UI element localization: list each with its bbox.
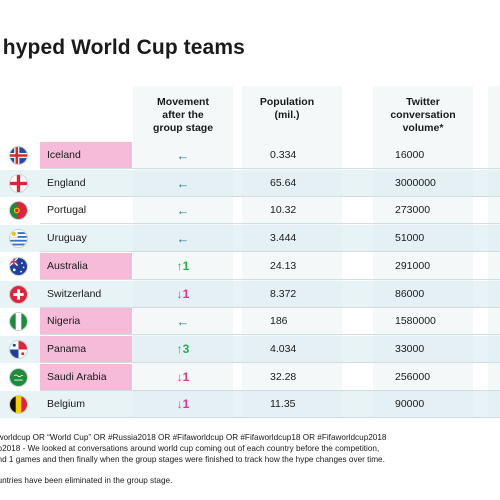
country-name: Belgium [47, 398, 85, 411]
country-name: England [47, 176, 86, 189]
movement-indicator: ← [176, 231, 190, 247]
nigeria-flag-icon [9, 312, 28, 332]
movement-indicator: ↑3 [176, 341, 190, 356]
twitter-volume-value: 1580000 [395, 315, 436, 328]
movement-indicator: ← [176, 175, 190, 191]
movement-indicator: ↑1 [176, 258, 190, 273]
twitter-volume-value: 86000 [395, 287, 425, 300]
country-name: Australia [40, 252, 132, 280]
uruguay-flag-icon [9, 229, 28, 249]
footnote-line: #worldcup OR “World Cup” OR #Russia2018 … [0, 433, 387, 442]
movement-indicator: ← [176, 314, 190, 330]
row-divider [40, 223, 500, 225]
table-row: Portugal ← 10.32 273000 [0, 197, 500, 225]
population-value: 0.334 [270, 149, 297, 161]
table-row: Iceland ← 0.334 16000 [0, 142, 500, 169]
table-row: England ← 65.64 3000000 [0, 169, 500, 197]
movement-indicator: ↓1 [176, 397, 190, 412]
twitter-volume-value: 90000 [395, 398, 425, 411]
population-column-header: Population (mil.) [259, 96, 315, 121]
row-divider [40, 306, 500, 308]
row-divider [40, 278, 500, 280]
footnote-line: und 1 games and then finally when the gr… [0, 455, 385, 464]
population-value: 8.372 [270, 287, 297, 300]
twitter-volume-value: 273000 [395, 204, 431, 217]
belgium-flag-icon [9, 395, 28, 415]
twitter-volume-value: 51000 [395, 232, 425, 245]
table-row: Switzerland ↓1 8.372 86000 [0, 280, 500, 308]
movement-indicator: ← [176, 148, 190, 163]
australia-flag-icon [9, 256, 28, 276]
movement-column-header: Movement after the group stage [152, 96, 214, 134]
country-name: Saudi Arabia [40, 363, 132, 391]
country-name: Panama [40, 335, 132, 363]
portugal-flag-icon [9, 201, 28, 221]
table-row: Uruguay ← 3.444 51000 [0, 225, 500, 253]
country-name: Portugal [47, 204, 87, 217]
footnote-line: ountries have been eliminated in the gro… [0, 476, 173, 485]
population-value: 11.35 [270, 398, 296, 411]
population-value: 4.034 [270, 342, 297, 355]
country-name: Iceland [40, 142, 132, 169]
table-row: Australia ↑1 24.13 291000 [0, 252, 500, 280]
population-value: 10.32 [270, 204, 297, 217]
saudi-arabia-flag-icon [9, 367, 28, 387]
panama-flag-icon [9, 339, 28, 359]
footnote-line: up2018 - We looked at conversations arou… [0, 444, 380, 453]
population-value: 186 [270, 315, 288, 328]
page-title: st hyped World Cup teams [0, 36, 245, 59]
country-name: Switzerland [47, 287, 102, 300]
twitter-volume-value: 291000 [395, 259, 431, 272]
row-divider [40, 417, 500, 419]
row-divider [40, 251, 500, 253]
england-flag-icon [9, 173, 28, 193]
twitter-volume-value: 256000 [395, 370, 431, 383]
table-row: Panama ↑3 4.034 33000 [0, 335, 500, 363]
row-divider [40, 168, 500, 169]
population-value: 24.13 [270, 259, 297, 272]
movement-indicator: ↓1 [176, 286, 190, 301]
population-value: 65.64 [270, 176, 297, 189]
twitter-volume-value: 3000000 [395, 176, 436, 189]
population-value: 3.444 [270, 232, 297, 245]
twitter-column-header: Twitter conversation volume* [390, 96, 456, 134]
twitter-volume-value: 16000 [395, 149, 425, 161]
footnotes: #worldcup OR “World Cup” OR #Russia2018 … [0, 432, 500, 486]
movement-indicator: ← [176, 203, 190, 219]
table-row: Belgium ↓1 11.35 90000 [0, 391, 500, 419]
switzerland-flag-icon [9, 284, 28, 304]
iceland-flag-icon [9, 146, 28, 165]
twitter-volume-value: 33000 [395, 342, 425, 355]
country-name: Nigeria [40, 308, 132, 336]
row-divider [40, 334, 500, 336]
row-divider [40, 361, 500, 363]
population-value: 32.28 [270, 370, 297, 383]
country-name: Uruguay [47, 232, 87, 245]
table-row: Nigeria ← 186 1580000 [0, 308, 500, 336]
movement-indicator: ↓1 [176, 369, 190, 384]
row-divider [40, 195, 500, 197]
row-divider [40, 389, 500, 391]
table-row: Saudi Arabia ↓1 32.28 256000 [0, 363, 500, 391]
